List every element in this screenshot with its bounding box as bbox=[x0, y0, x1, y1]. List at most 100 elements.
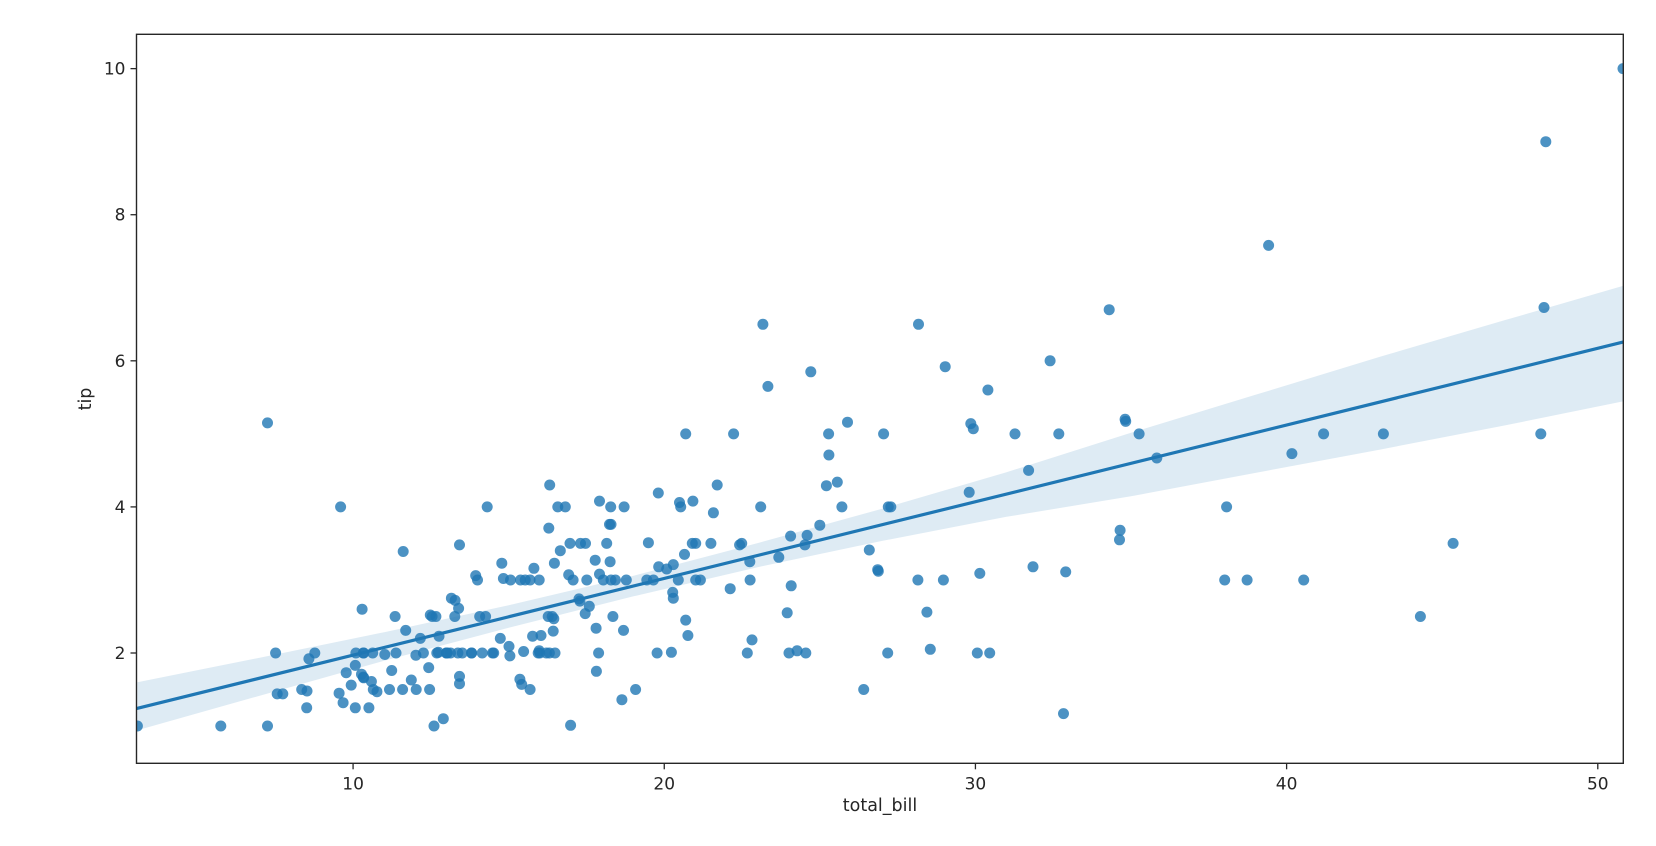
data-point bbox=[433, 630, 445, 642]
data-point bbox=[741, 647, 753, 659]
data-point bbox=[937, 574, 949, 586]
data-point bbox=[270, 647, 282, 659]
data-point bbox=[303, 653, 315, 665]
data-point bbox=[707, 507, 719, 519]
data-point bbox=[680, 428, 692, 440]
data-point bbox=[785, 580, 797, 592]
data-point bbox=[535, 630, 547, 641]
data-point bbox=[379, 649, 391, 660]
y-tick-label: 4 bbox=[115, 498, 126, 518]
data-point bbox=[357, 671, 369, 683]
data-point bbox=[365, 676, 377, 687]
data-point bbox=[652, 487, 664, 499]
data-point bbox=[618, 501, 630, 513]
data-point bbox=[417, 647, 429, 659]
data-point bbox=[1023, 464, 1035, 476]
x-tick-label: 40 bbox=[1276, 774, 1298, 794]
data-point bbox=[397, 546, 409, 557]
data-point bbox=[781, 607, 793, 619]
data-point bbox=[858, 684, 870, 695]
data-point bbox=[939, 361, 951, 373]
data-point bbox=[581, 574, 593, 586]
data-point bbox=[554, 545, 566, 557]
data-point bbox=[552, 501, 564, 513]
data-point bbox=[1318, 428, 1330, 440]
data-point bbox=[746, 634, 758, 646]
data-point bbox=[262, 417, 273, 429]
data-point bbox=[519, 574, 531, 586]
data-point bbox=[965, 418, 977, 430]
data-point bbox=[785, 530, 797, 542]
data-point bbox=[783, 647, 795, 659]
data-point bbox=[1263, 239, 1275, 251]
data-point bbox=[430, 611, 442, 622]
data-point bbox=[423, 662, 435, 674]
data-point bbox=[1053, 428, 1065, 440]
data-point bbox=[410, 684, 422, 695]
data-point bbox=[564, 537, 576, 549]
regression-line bbox=[136, 340, 1624, 710]
data-point bbox=[728, 428, 740, 440]
y-tick-label: 10 bbox=[104, 60, 126, 80]
data-point bbox=[428, 720, 440, 732]
data-point bbox=[651, 647, 663, 659]
data-point bbox=[963, 486, 975, 498]
data-point bbox=[682, 630, 694, 641]
data-point bbox=[913, 318, 924, 330]
data-point bbox=[349, 702, 361, 714]
axes-layer: 10 20 30 40 50 2 4 6 8 10 bbox=[104, 33, 1625, 794]
data-point bbox=[630, 684, 642, 695]
data-point bbox=[397, 684, 409, 695]
data-point bbox=[567, 574, 579, 586]
data-point bbox=[358, 647, 370, 659]
data-point bbox=[524, 684, 536, 695]
data-point bbox=[705, 537, 717, 549]
data-point bbox=[505, 574, 516, 586]
data-point bbox=[686, 537, 698, 549]
data-point bbox=[1027, 561, 1039, 573]
data-point bbox=[921, 606, 933, 618]
data-point bbox=[814, 519, 826, 531]
data-point bbox=[136, 720, 143, 732]
data-point bbox=[924, 643, 936, 655]
data-point bbox=[605, 501, 617, 513]
data-point bbox=[744, 574, 756, 586]
data-point bbox=[1151, 452, 1163, 464]
data-point bbox=[547, 625, 559, 637]
data-point bbox=[1103, 304, 1115, 316]
data-point bbox=[878, 428, 890, 440]
data-point bbox=[371, 686, 383, 698]
data-point bbox=[734, 539, 746, 551]
y-tick-label: 6 bbox=[115, 352, 126, 372]
data-point bbox=[885, 501, 897, 513]
data-point bbox=[800, 647, 812, 659]
data-point bbox=[432, 646, 444, 658]
data-point bbox=[604, 556, 616, 568]
data-point bbox=[543, 522, 555, 534]
data-point bbox=[594, 495, 605, 507]
data-point bbox=[481, 501, 493, 513]
data-point bbox=[277, 688, 289, 700]
data-point bbox=[805, 366, 817, 378]
data-point bbox=[456, 647, 468, 659]
data-point bbox=[882, 647, 894, 659]
data-point bbox=[301, 702, 313, 714]
data-point bbox=[1298, 574, 1310, 586]
data-point bbox=[1114, 524, 1126, 536]
data-point bbox=[565, 719, 577, 731]
data-point bbox=[872, 564, 884, 576]
data-point bbox=[487, 647, 498, 659]
data-point bbox=[215, 720, 227, 732]
data-point bbox=[449, 594, 461, 606]
data-point bbox=[533, 574, 545, 586]
data-point bbox=[799, 539, 811, 551]
data-point bbox=[1009, 428, 1021, 440]
data-point bbox=[1535, 428, 1547, 440]
data-point bbox=[1219, 574, 1231, 586]
data-point bbox=[1120, 415, 1132, 427]
data-point bbox=[262, 720, 273, 732]
data-point bbox=[820, 480, 832, 492]
data-point bbox=[549, 647, 561, 659]
data-point bbox=[504, 650, 516, 662]
